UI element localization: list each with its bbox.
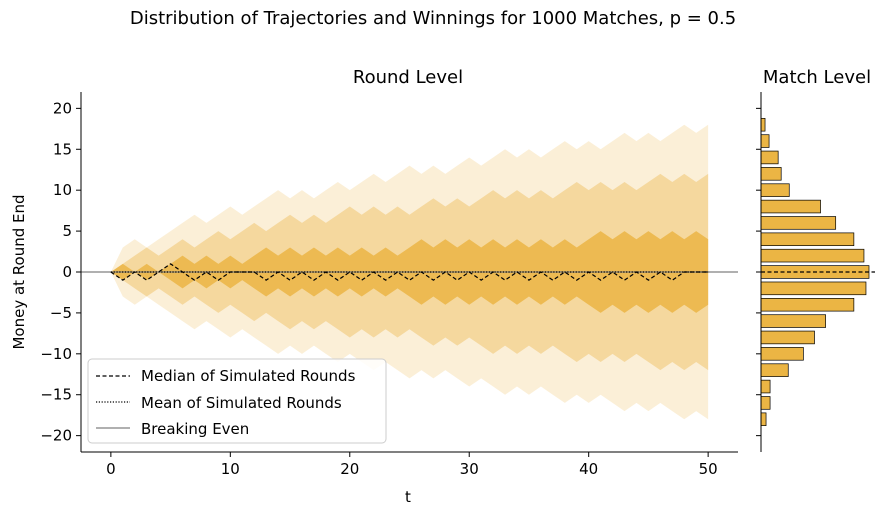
median-line bbox=[110, 263, 709, 281]
y-tick-label: 20 bbox=[53, 99, 72, 117]
histogram-bar bbox=[760, 281, 867, 296]
histogram-bar bbox=[760, 412, 767, 427]
histogram-bar bbox=[760, 347, 804, 361]
histogram-bar bbox=[760, 216, 837, 230]
legend-frame bbox=[87, 358, 387, 444]
histogram-bar bbox=[760, 248, 865, 263]
histogram-bar bbox=[760, 117, 766, 132]
round-level-title: Round Level bbox=[353, 67, 463, 88]
histogram-bar bbox=[760, 396, 771, 410]
legend: Median of Simulated Rounds Mean of Simul… bbox=[87, 358, 387, 444]
histogram-bar bbox=[760, 314, 826, 328]
y-tick-label: 5 bbox=[62, 222, 72, 240]
histogram-bar bbox=[760, 199, 821, 214]
histogram-bar bbox=[760, 167, 782, 181]
y-tick-label: −20 bbox=[40, 427, 72, 445]
histogram-bar bbox=[760, 232, 855, 246]
y-tick-label: −15 bbox=[40, 386, 72, 404]
match-level-histogram bbox=[756, 92, 875, 452]
trajectory-lines bbox=[81, 263, 738, 281]
y-tick-label: −5 bbox=[50, 304, 72, 322]
histogram-bar bbox=[760, 134, 770, 148]
x-tick-label: 50 bbox=[699, 460, 718, 478]
legend-breaking-even-label: Breaking Even bbox=[141, 420, 249, 438]
y-tick-label: 10 bbox=[53, 181, 72, 199]
histogram-bar bbox=[760, 298, 855, 312]
y-tick-label: 15 bbox=[53, 140, 72, 158]
x-axis-label: t bbox=[405, 488, 411, 506]
figure-suptitle: Distribution of Trajectories and Winning… bbox=[130, 8, 736, 29]
y-tick-label: −10 bbox=[40, 345, 72, 363]
x-tick-label: 0 bbox=[106, 460, 116, 478]
x-tick-label: 10 bbox=[221, 460, 240, 478]
match-level-title: Match Level bbox=[763, 67, 871, 88]
histogram-bar bbox=[760, 363, 789, 377]
legend-median-label: Median of Simulated Rounds bbox=[141, 367, 356, 385]
y-axis-label: Money at Round End bbox=[10, 194, 28, 349]
histogram-bar bbox=[760, 330, 815, 345]
x-tick-label: 30 bbox=[460, 460, 479, 478]
x-tick-label: 20 bbox=[340, 460, 359, 478]
y-tick-label: 0 bbox=[62, 263, 72, 281]
histogram-bar bbox=[760, 379, 771, 394]
histogram-bar bbox=[760, 183, 790, 197]
histogram-bar bbox=[760, 150, 779, 165]
x-tick-label: 40 bbox=[579, 460, 598, 478]
legend-mean-label: Mean of Simulated Rounds bbox=[141, 394, 342, 412]
